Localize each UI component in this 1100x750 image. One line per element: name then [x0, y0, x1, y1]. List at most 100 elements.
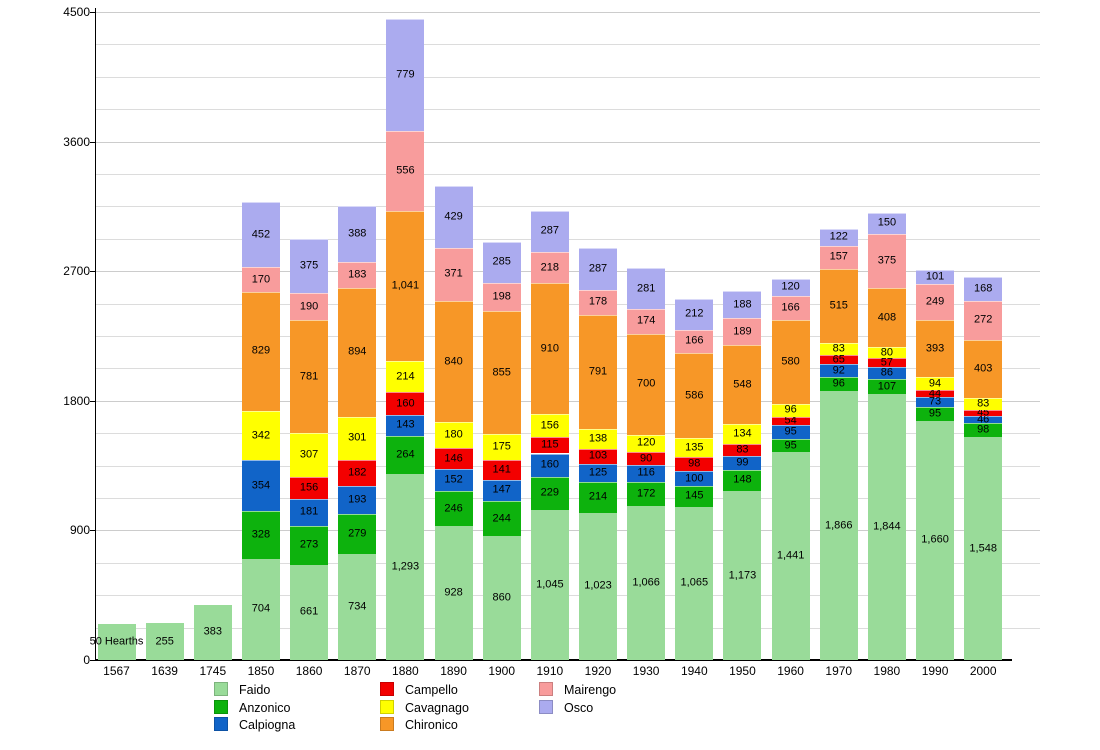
x-tick-label-1745: 1745: [199, 664, 227, 678]
bar-segment-anzonico-1980: [867, 379, 906, 395]
bar-value-label-mairengo-1900: 198: [492, 290, 511, 303]
legend-label-chironico: Chironico: [405, 718, 458, 732]
bar-segment-calpiogna-1980: [867, 366, 906, 380]
bar-value-label-campello-1970: 65: [832, 353, 845, 366]
bar-value-label-faido-1860: 661: [299, 605, 319, 618]
bar-segment-cavagnago-1860: [290, 432, 329, 477]
bar-value-label-osco-1870: 388: [348, 227, 367, 240]
legend-swatch-cavagnago: [380, 699, 394, 714]
y-tick-label: 3600: [63, 134, 90, 149]
bar-value-label-faido-1950: 1,173: [728, 569, 757, 582]
bar-segment-calpiogna-1940: [675, 471, 714, 486]
bar-value-label-anzonico-1900: 244: [492, 512, 511, 525]
bar-value-label-osco-2000: 168: [974, 282, 993, 295]
bar-value-label-cavagnago-1910: 156: [540, 419, 560, 432]
gridline: [95, 12, 1040, 13]
bar-segment-faido-1960: [771, 452, 810, 660]
bar-segment-anzonico-1990: [916, 407, 955, 421]
x-tick-label-1990: 1990: [921, 664, 949, 678]
bar-segment-osco-1920: [579, 248, 617, 290]
bar-value-label-cavagnago-1940: 135: [685, 441, 704, 454]
bar-value-label-anzonico-1980: 107: [877, 380, 897, 393]
bar-segment-calpiogna-1920: [579, 463, 617, 482]
bar-value-label-campello-1930: 90: [640, 452, 653, 465]
bar-value-label-calpiogna-1860: 181: [299, 505, 319, 518]
bar-segment-mairengo-1870: [338, 261, 377, 289]
bar-value-label-osco-1950: 188: [733, 298, 752, 311]
bar-segment-campello-1980: [867, 358, 906, 367]
bar-value-label-cavagnago-1890: 180: [444, 428, 463, 441]
bar-value-label-calpiogna-1940: 100: [685, 472, 704, 485]
bar-value-label-mairengo-1930: 174: [636, 314, 656, 327]
bar-value-label-osco-1990: 101: [925, 270, 945, 283]
bar-segment-campello-1880: [386, 392, 425, 416]
bar-segment-chironico-1850: [241, 291, 280, 412]
bar-value-label-mairengo-1870: 183: [348, 268, 367, 281]
bar-value-label-anzonico-1990: 95: [928, 407, 942, 420]
bar-value-label-cavagnago-1960: 96: [784, 403, 797, 416]
bar-segment-faido-1970: [819, 391, 858, 660]
bar-segment-chironico-1900: [482, 311, 521, 435]
gridline: [95, 206, 1040, 208]
bar-segment-mairengo-1880: [386, 131, 425, 212]
bar-value-label-mairengo-1910: 218: [540, 261, 560, 274]
bar-segment-campello-1990: [916, 390, 955, 397]
bar-value-label-calpiogna-1870: 193: [348, 493, 367, 506]
bar-value-label-faido-1990: 1,660: [921, 533, 949, 546]
bar-value-label-cavagnago-1880: 214: [396, 370, 415, 383]
bar-segment-chironico-1870: [338, 288, 377, 417]
bar-segment-faido-1980: [867, 394, 906, 660]
bar-segment-cavagnago-1970: [819, 342, 858, 355]
bar-segment-faido-1990: [916, 420, 955, 660]
y-tick-mark: [90, 660, 95, 661]
bar-value-label-chironico-1920: 791: [588, 365, 608, 378]
bar-segment-osco-1890: [434, 185, 473, 248]
bar-value-label-calpiogna-1970: 92: [832, 364, 845, 377]
bar-segment-cavagnago-1920: [579, 429, 617, 450]
bar-segment-campello-1870: [338, 460, 377, 487]
bar-segment-campello-1950: [723, 443, 762, 456]
bar-value-label-campello-1880: 160: [396, 397, 415, 410]
bar-segment-osco-1970: [819, 228, 858, 247]
bar-segment-mairengo-1850: [241, 267, 280, 292]
bar-value-label-cavagnago-2000: 83: [977, 397, 990, 410]
bar-segment-campello-1860: [290, 476, 329, 500]
gridline: [95, 109, 1040, 111]
bar-value-label-chironico-1900: 855: [492, 366, 511, 379]
x-tick-label-1910: 1910: [536, 664, 564, 678]
y-tick-mark: [90, 12, 95, 13]
bar-segment-mairengo-2000: [964, 300, 1003, 340]
bar-value-label-faido-1890: 928: [444, 586, 463, 599]
bar-value-label-osco-1920: 287: [588, 262, 608, 275]
bar-segment-calpiogna-1880: [386, 415, 425, 436]
bar-value-label-anzonico-1940: 145: [685, 489, 704, 502]
legend-swatch-faido: [214, 682, 228, 696]
bar-value-label-campello-1950: 83: [736, 443, 749, 456]
bar-segment-calpiogna-1930: [627, 465, 666, 482]
bar-value-label-calpiogna-2000: 46: [977, 413, 990, 426]
bar-value-label-cavagnago-1860: 307: [299, 448, 319, 461]
bar-segment-anzonico-1880: [386, 435, 425, 474]
bar-value-label-faido-1639: 255: [155, 635, 174, 648]
bar-value-label-chironico-1880: 1,041: [391, 279, 420, 292]
chart-legend: Faido Anzonico Calpiogna Campello Cavagnago C…: [0, 682, 1100, 742]
bar-value-label-chironico-1970: 515: [829, 299, 848, 312]
bar-value-label-osco-1980: 150: [877, 216, 897, 229]
bar-value-label-cavagnago-1850: 342: [251, 429, 271, 442]
bar-value-label-calpiogna-1960: 95: [784, 425, 797, 438]
bar-segment-chironico-1860: [290, 320, 329, 433]
bar-value-label-osco-1850: 452: [251, 228, 271, 241]
bar-segment-calpiogna-1870: [338, 486, 377, 515]
bar-value-label-campello-1940: 98: [688, 457, 701, 470]
x-tick-label-1970: 1970: [825, 664, 853, 678]
bar-segment-cavagnago-2000: [964, 397, 1003, 410]
bar-segment-anzonico-1960: [771, 438, 810, 453]
legend-swatch-anzonico: [214, 699, 228, 714]
bar-segment-faido-1639: [145, 623, 184, 660]
bar-segment-faido-1900: [482, 536, 521, 660]
legend-label-mairengo: Mairengo: [564, 683, 617, 697]
bar-segment-mairengo-1950: [723, 318, 762, 346]
bar-value-label-campello-1960: 54: [784, 414, 797, 427]
bar-value-label-calpiogna-1890: 152: [444, 473, 463, 486]
